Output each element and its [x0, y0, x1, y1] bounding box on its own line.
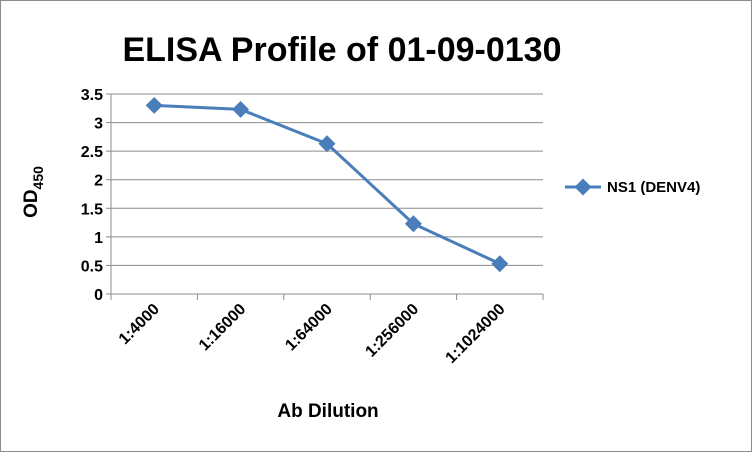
x-tick-label: 1:64000 [282, 301, 336, 355]
series-line [154, 103, 501, 266]
data-point [145, 96, 163, 114]
y-tick-label: 3.5 [81, 87, 103, 104]
x-axis-ticks: 1:4000 1:16000 1:64000 1:256000 1:1024000 [110, 294, 544, 367]
y-tick-label: 1.5 [81, 201, 103, 218]
y-axis-title-subscript: 450 [30, 166, 46, 190]
data-point [404, 215, 422, 233]
y-tick-label: 2 [94, 173, 103, 190]
x-tick-label: 1:1024000 [443, 301, 509, 367]
legend: NS1 (DENV4) [565, 178, 700, 196]
y-tick-label: 2.5 [81, 144, 103, 161]
x-tick-label: 1:256000 [362, 301, 422, 361]
data-point [491, 255, 509, 273]
y-axis-title-main: OD [21, 189, 42, 218]
data-point [232, 100, 250, 118]
y-axis-title: OD450 [21, 166, 46, 218]
legend-label-ns1-denv4: NS1 (DENV4) [607, 179, 700, 196]
x-tick-label: 1:4000 [116, 301, 163, 348]
y-axis-ticks: 0 0.5 1 1.5 2 2.5 3 3.5 [81, 87, 111, 304]
axes [110, 94, 543, 295]
y-tick-label: 1 [94, 230, 103, 247]
series-ns1-denv4 [145, 96, 509, 273]
y-axis-title-group: OD450 [21, 166, 46, 218]
gridlines [111, 93, 543, 266]
chart-title: ELISA Profile of 01-09-0130 [122, 31, 561, 69]
x-tick-label: 1:16000 [196, 301, 250, 355]
data-point [318, 135, 336, 153]
y-tick-label: 0 [94, 287, 103, 304]
y-tick-label: 0.5 [81, 258, 103, 275]
x-axis-title: Ab Dilution [277, 401, 378, 422]
legend-marker [574, 178, 592, 196]
y-tick-label: 3 [94, 116, 103, 133]
